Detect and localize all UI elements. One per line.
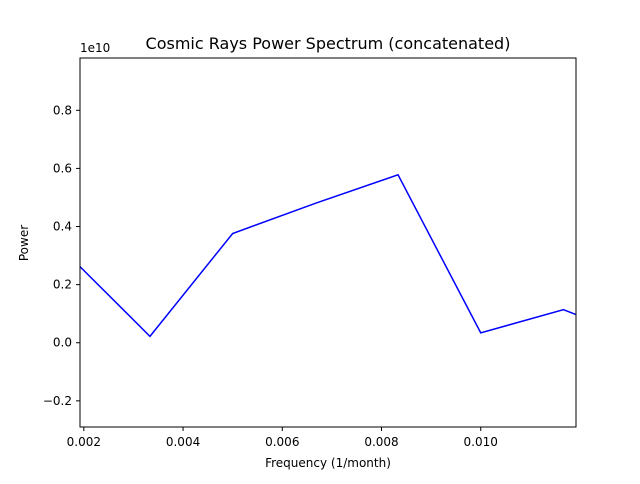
y-tick-label: −0.2 — [43, 394, 72, 408]
x-tick-label: 0.006 — [265, 435, 299, 449]
x-axis-label: Frequency (1/month) — [265, 456, 391, 470]
x-axis-ticks: 0.002 0.004 0.006 0.008 0.010 — [67, 427, 498, 449]
y-tick-label: 0.4 — [53, 220, 72, 234]
x-tick-label: 0.010 — [464, 435, 498, 449]
y-axis-label: Power — [17, 225, 31, 261]
y-axis-offset-label: 1e10 — [80, 41, 110, 55]
series-line-1 — [79, 173, 577, 338]
y-tick-label: 0.2 — [53, 278, 72, 292]
plot-area — [79, 173, 577, 338]
x-tick-label: 0.008 — [364, 435, 398, 449]
plot-frame — [79, 57, 577, 428]
y-tick-label: 0.8 — [53, 103, 72, 117]
y-axis-ticks: −0.2 0.0 0.2 0.4 0.6 0.8 — [43, 103, 80, 408]
chart-title: Cosmic Rays Power Spectrum (concatenated… — [146, 34, 511, 53]
y-tick-label: 0.0 — [53, 336, 72, 350]
x-tick-label: 0.004 — [166, 435, 200, 449]
y-tick-label: 0.6 — [53, 161, 72, 175]
x-tick-label: 0.002 — [67, 435, 101, 449]
